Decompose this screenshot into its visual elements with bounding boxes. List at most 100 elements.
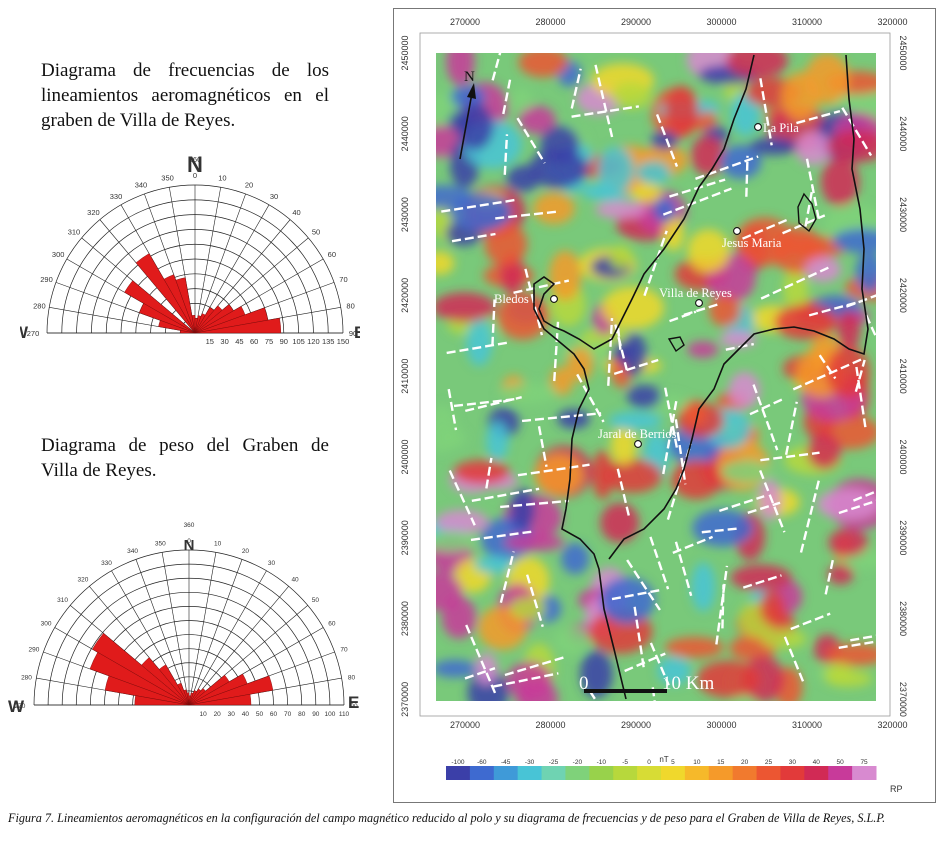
x-tick-label-bottom: 290000	[621, 720, 651, 730]
rose-angle-label: 330	[110, 192, 123, 201]
lineament	[451, 232, 496, 243]
anomaly-blob	[631, 183, 663, 203]
rose-spoke	[194, 187, 221, 334]
lineament	[502, 79, 512, 115]
rose-spoke	[135, 559, 190, 706]
east-label: E	[354, 323, 360, 342]
y-tick-label-right: 2410000	[898, 359, 908, 394]
anomaly-blob	[783, 267, 809, 311]
lineament	[576, 373, 605, 423]
anomaly-blob	[774, 304, 837, 340]
colorbar-swatch	[852, 766, 877, 780]
anomaly-blob	[453, 459, 510, 484]
rose-angle-label: 290	[40, 275, 53, 284]
anomaly-blob	[486, 421, 509, 461]
scale-bar: 0 10 Km	[579, 673, 714, 694]
rose-spoke	[188, 586, 289, 706]
colorbar-swatch	[613, 766, 638, 780]
aeromagnetic-map-panel: La Pila Jesus Maria Bledos Villa de Reyes Ja…	[393, 8, 936, 803]
x-tick-label-top: 320000	[877, 17, 907, 27]
lineament	[553, 321, 560, 382]
rose-petal	[104, 675, 190, 706]
rose-scale-label: 135	[322, 337, 335, 346]
anomaly-blob	[553, 627, 591, 655]
lineament	[818, 354, 837, 380]
lineament	[674, 541, 693, 597]
rose-scale-label: 120	[307, 337, 320, 346]
anomaly-blob	[720, 459, 772, 484]
place-marker	[695, 299, 703, 307]
north-label: N	[184, 537, 195, 554]
lineament	[570, 68, 582, 109]
lineament	[516, 117, 546, 164]
lineament	[537, 426, 548, 467]
colorbar-label: -20	[573, 759, 583, 766]
colorbar-swatch	[756, 766, 781, 780]
lineament	[760, 451, 820, 462]
lineament	[796, 109, 841, 125]
rose-angle-label: 0	[187, 538, 191, 545]
lineament	[838, 640, 876, 649]
rose-scale-label: 150	[337, 337, 350, 346]
x-tick-label-bottom: 300000	[706, 720, 736, 730]
lineament	[672, 535, 714, 555]
lineament	[749, 398, 783, 416]
anomaly-blob	[837, 310, 861, 351]
lineament	[616, 327, 622, 354]
lineament	[759, 469, 786, 533]
lineament	[485, 457, 493, 489]
y-axis-right: 2450000 2440000 2430000 2420000 2410000 24000…	[898, 35, 908, 716]
weight-diagram-heading: Diagrama de peso del Graben de Villa de …	[41, 435, 329, 481]
lineament	[521, 412, 602, 423]
anomaly-blob	[511, 87, 533, 112]
y-tick-label-left: 2440000	[400, 116, 410, 151]
lineament	[759, 78, 773, 146]
anomaly-blob	[826, 129, 876, 163]
anomaly-blob	[610, 427, 637, 465]
rose-scale-label: 75	[265, 337, 273, 346]
anomaly-blob	[436, 292, 496, 323]
x-tick-label-bottom: 270000	[450, 720, 480, 730]
anomaly-blob	[855, 252, 876, 294]
frequency-rose-diagram: 360 350 340 330 320 310 300 290 280 270 0 10 20 30 40 5…	[20, 152, 360, 346]
colorbar-label: -45	[501, 759, 511, 766]
anomaly-blob	[636, 160, 671, 185]
y-tick-label-left: 2400000	[400, 439, 410, 474]
anomaly-blob	[664, 85, 698, 137]
y-tick-label-right: 2420000	[898, 278, 908, 313]
rose-angle-label: 70	[340, 647, 348, 654]
y-tick-label-right: 2390000	[898, 520, 908, 555]
rose-angle-label: 300	[41, 621, 52, 628]
rose-scale-label: 100	[324, 711, 335, 718]
x-tick-label-top: 300000	[706, 17, 736, 27]
place-label: La Pila	[763, 121, 799, 135]
rose-spoke	[188, 570, 267, 706]
rose-scale-label: 30	[228, 711, 236, 718]
anomaly-blob	[510, 597, 546, 620]
anomaly-blob	[529, 148, 588, 189]
rose-angle-label: 270	[15, 703, 26, 710]
anomaly-blob	[591, 450, 614, 500]
lineament	[805, 158, 821, 221]
y-tick-label-left: 2430000	[400, 197, 410, 232]
rose-angle-label: 10	[214, 541, 222, 548]
rose-angle-label: 90	[350, 703, 358, 710]
y-tick-label-right: 2450000	[898, 35, 908, 70]
rose-petal	[135, 253, 196, 334]
anomaly-blob	[478, 605, 527, 650]
anomaly-blob	[759, 590, 785, 626]
y-tick-label-right: 2430000	[898, 197, 908, 232]
anomaly-blob	[621, 333, 647, 376]
lineament	[448, 470, 476, 526]
lineament	[633, 606, 646, 671]
place-marker	[634, 440, 642, 448]
anomaly-blob	[580, 650, 613, 698]
anomaly-blob	[496, 292, 549, 340]
colorbar: -100 -60 -45 -30 -25 -20 -10 -5 0 5 10 15 20 25 30 40 50…	[446, 759, 877, 780]
anomaly-blob	[561, 542, 590, 575]
rose-angle-label: 360	[189, 155, 202, 164]
colorbar-label: 20	[741, 759, 749, 766]
colorbar-label: -25	[549, 759, 559, 766]
place-label: Bledos	[494, 292, 529, 306]
anomaly-blob	[595, 201, 647, 219]
